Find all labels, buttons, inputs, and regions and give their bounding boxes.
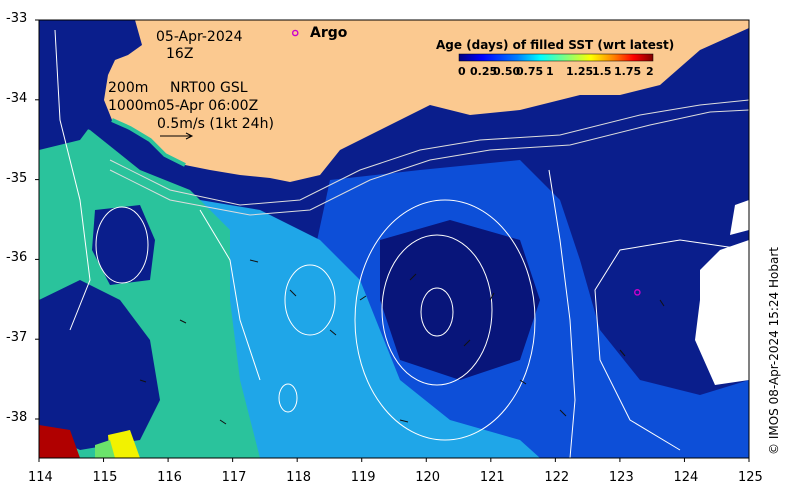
y-tick-label: -34 [6, 90, 28, 106]
axis-ticks [35, 19, 750, 462]
sst-green-patch [95, 440, 115, 458]
sst-lightblue-region [190, 200, 540, 458]
colorbar-tick-label: 1.75 [614, 65, 642, 78]
x-tick-label: 117 [221, 470, 247, 485]
y-tick-label: -33 [6, 11, 28, 26]
x-tick-label: 114 [28, 470, 53, 485]
vector-arrow [619, 349, 626, 357]
map-hour: 16Z [166, 46, 194, 62]
colorbar-title: Age (days) of filled SST (wrt latest) [436, 38, 675, 52]
isobath-200m [109, 99, 749, 206]
argo-markers [291, 29, 641, 296]
colorbar-tick-label: 0 [458, 65, 466, 78]
sst-dark-patch-mid [92, 205, 155, 285]
x-tick-label: 118 [286, 470, 311, 485]
vector-arrow [559, 409, 567, 417]
vector-arrow [289, 289, 297, 297]
map-plot-area [39, 20, 749, 458]
sst-dark-eddy [380, 220, 540, 380]
missing-data-area-2 [730, 200, 749, 235]
sst-old-data-patch [39, 425, 80, 458]
east-contour [594, 239, 749, 451]
x-tick-label: 123 [608, 470, 634, 485]
eddy-contour-inner [420, 287, 454, 337]
vector-arrow [519, 379, 527, 385]
vector-arrow [249, 259, 259, 263]
y-tick-label: -38 [6, 410, 28, 425]
isobath-1000m [109, 109, 749, 216]
y-tick-label: -37 [6, 330, 28, 346]
argo-float-marker [291, 29, 299, 37]
west-eddy-contour-2 [95, 206, 149, 284]
missing-data-area [695, 240, 749, 385]
vector-arrow [329, 329, 337, 336]
colorbar-tick-label: 1 [546, 65, 554, 78]
x-tick-label: 116 [157, 470, 182, 485]
map-date: 05-Apr-2024 [156, 29, 243, 45]
central-contour [199, 209, 261, 381]
eddy-contour-mid [381, 234, 493, 386]
small-contour [278, 383, 298, 413]
coast-contour [54, 29, 91, 331]
x-tick-label: 122 [544, 470, 570, 485]
west-eddy-contour [284, 264, 336, 336]
credit-label: © IMOS 08-Apr-2024 15:24 Hobart [767, 247, 781, 455]
colorbar-tick-label: 0.25 [470, 65, 498, 78]
y-tick-label: -35 [6, 170, 28, 186]
current-vectors [139, 259, 665, 425]
argo-legend-label: Argo [310, 25, 348, 41]
ssh-contours [54, 29, 749, 458]
vector-arrow [489, 292, 495, 301]
colorbar-tick-label: 0.50 [493, 65, 521, 78]
x-tick-label: 124 [673, 470, 699, 485]
vector-scale-arrow [160, 132, 194, 140]
colorbar-tick-label: 1.25 [566, 65, 594, 78]
vector-arrow [139, 379, 147, 383]
eddy-contour-outer [354, 199, 536, 441]
vector-arrow [179, 319, 187, 324]
argo-float-marker [634, 289, 641, 296]
sst-dark-patch-northwest [39, 20, 130, 150]
x-tick-label: 120 [415, 470, 441, 485]
colorbar-tick-label: 2 [646, 65, 654, 78]
contour-1000-label: 1000m [108, 98, 158, 114]
x-tick-label: 125 [738, 470, 763, 485]
southeast-contour [548, 169, 576, 458]
product-label: NRT00 GSL [170, 80, 248, 96]
vector-arrow [659, 299, 665, 307]
plot-frame [38, 19, 750, 459]
contour-200-label: 200m [108, 80, 149, 96]
vector-arrow [359, 295, 367, 301]
colorbar-tick-label: 0.75 [516, 65, 544, 78]
vector-arrow [219, 419, 227, 425]
valid-time-label: 05-Apr 06:00Z [157, 98, 259, 114]
vector-arrow [399, 419, 409, 423]
coastal-fringe [111, 118, 186, 167]
colorbar-tick-label: 1.5 [592, 65, 612, 78]
vector-arrow [463, 339, 471, 347]
sst-dark-patch-west [39, 280, 160, 450]
x-tick-label: 119 [350, 470, 376, 485]
x-tick-label: 121 [479, 470, 505, 485]
sst-yellow-patch [108, 430, 140, 458]
y-tick-label: -36 [6, 250, 28, 266]
x-tick-label: 115 [92, 470, 118, 485]
colorbar [458, 53, 654, 62]
vector-arrow [409, 273, 417, 281]
vector-scale-label: 0.5m/s (1kt 24h) [157, 116, 274, 132]
